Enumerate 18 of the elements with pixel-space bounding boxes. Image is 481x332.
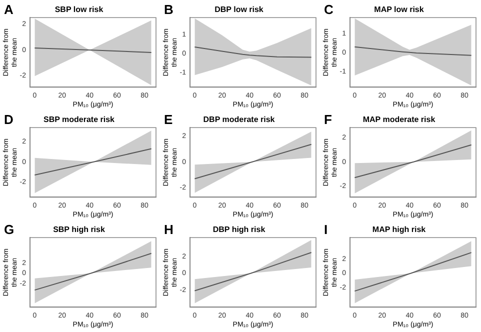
text: F <box>324 112 332 127</box>
chart-title: SBP low risk <box>54 5 104 14</box>
text: I <box>324 222 328 237</box>
chart-title: SBP moderate risk <box>44 115 116 124</box>
chart-title: MAP moderate risk <box>362 115 436 124</box>
text: E <box>164 112 173 127</box>
text: G <box>4 222 14 237</box>
chart-title: DBP moderate risk <box>203 115 276 124</box>
chart-title: MAP high risk <box>372 225 426 234</box>
text: A <box>4 2 14 17</box>
chart-title: SBP high risk <box>53 225 106 234</box>
text: H <box>164 222 174 237</box>
text: C <box>324 2 334 17</box>
chart-title: DBP low risk <box>214 5 264 14</box>
chart-title: MAP low risk <box>374 5 424 14</box>
chart-title: DBP high risk <box>212 225 266 234</box>
text: B <box>164 2 174 17</box>
text: D <box>4 112 14 127</box>
